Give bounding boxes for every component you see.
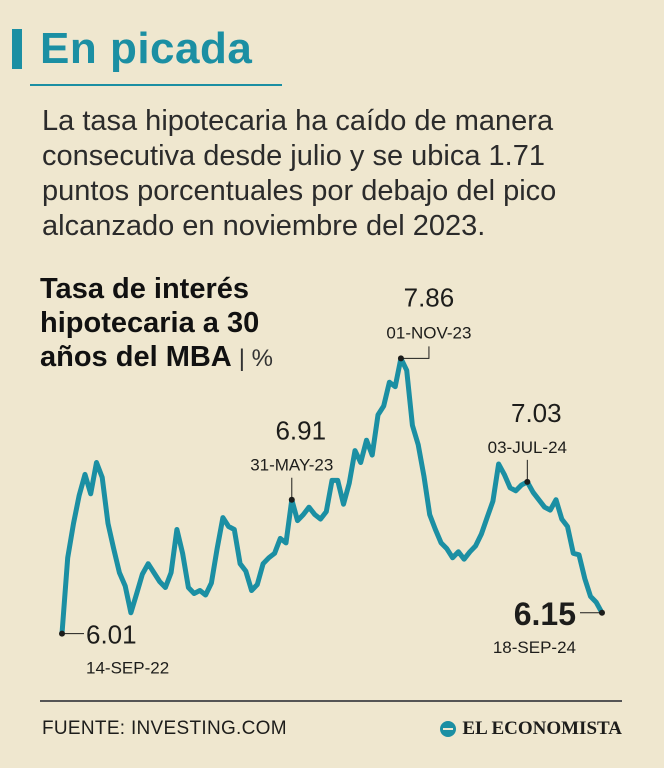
headline-accent-bar (12, 29, 22, 69)
brand: EL ECONOMISTA (440, 718, 622, 740)
annotation-value: 6.15 (514, 596, 576, 632)
chart-title-text: Tasa de interés hipotecaria a 30 años de… (40, 273, 260, 373)
annotation-value: 7.03 (511, 398, 562, 428)
annotation-leader (400, 346, 430, 359)
annotation-value: 7.86 (404, 282, 455, 312)
headline-text: En picada (40, 24, 253, 73)
footer-divider (40, 700, 622, 702)
annotation-value: 6.91 (275, 416, 326, 446)
annotation-value: 6.01 (86, 620, 137, 650)
source-note: FUENTE: INVESTING.COM (42, 718, 287, 739)
brand-name: EL ECONOMISTA (462, 718, 622, 739)
annotation-date: 03-JUL-24 (488, 438, 567, 457)
annotation-date: 31-MAY-23 (250, 456, 333, 475)
chart-title: Tasa de interés hipotecaria a 30 años de… (40, 272, 330, 376)
annotation-date: 01-NOV-23 (386, 323, 471, 342)
annotation-date: 14-SEP-22 (86, 659, 169, 678)
series-line (59, 355, 605, 637)
chart-unit: | % (238, 345, 273, 372)
brand-logo-icon (440, 721, 457, 737)
chart-unit-value: % (251, 345, 273, 372)
headline-underline (30, 84, 282, 86)
headline: En picada (12, 24, 252, 74)
annotation-date: 18-SEP-24 (493, 638, 576, 657)
summary-text: La tasa hipotecaria ha caído de manera c… (42, 105, 557, 242)
